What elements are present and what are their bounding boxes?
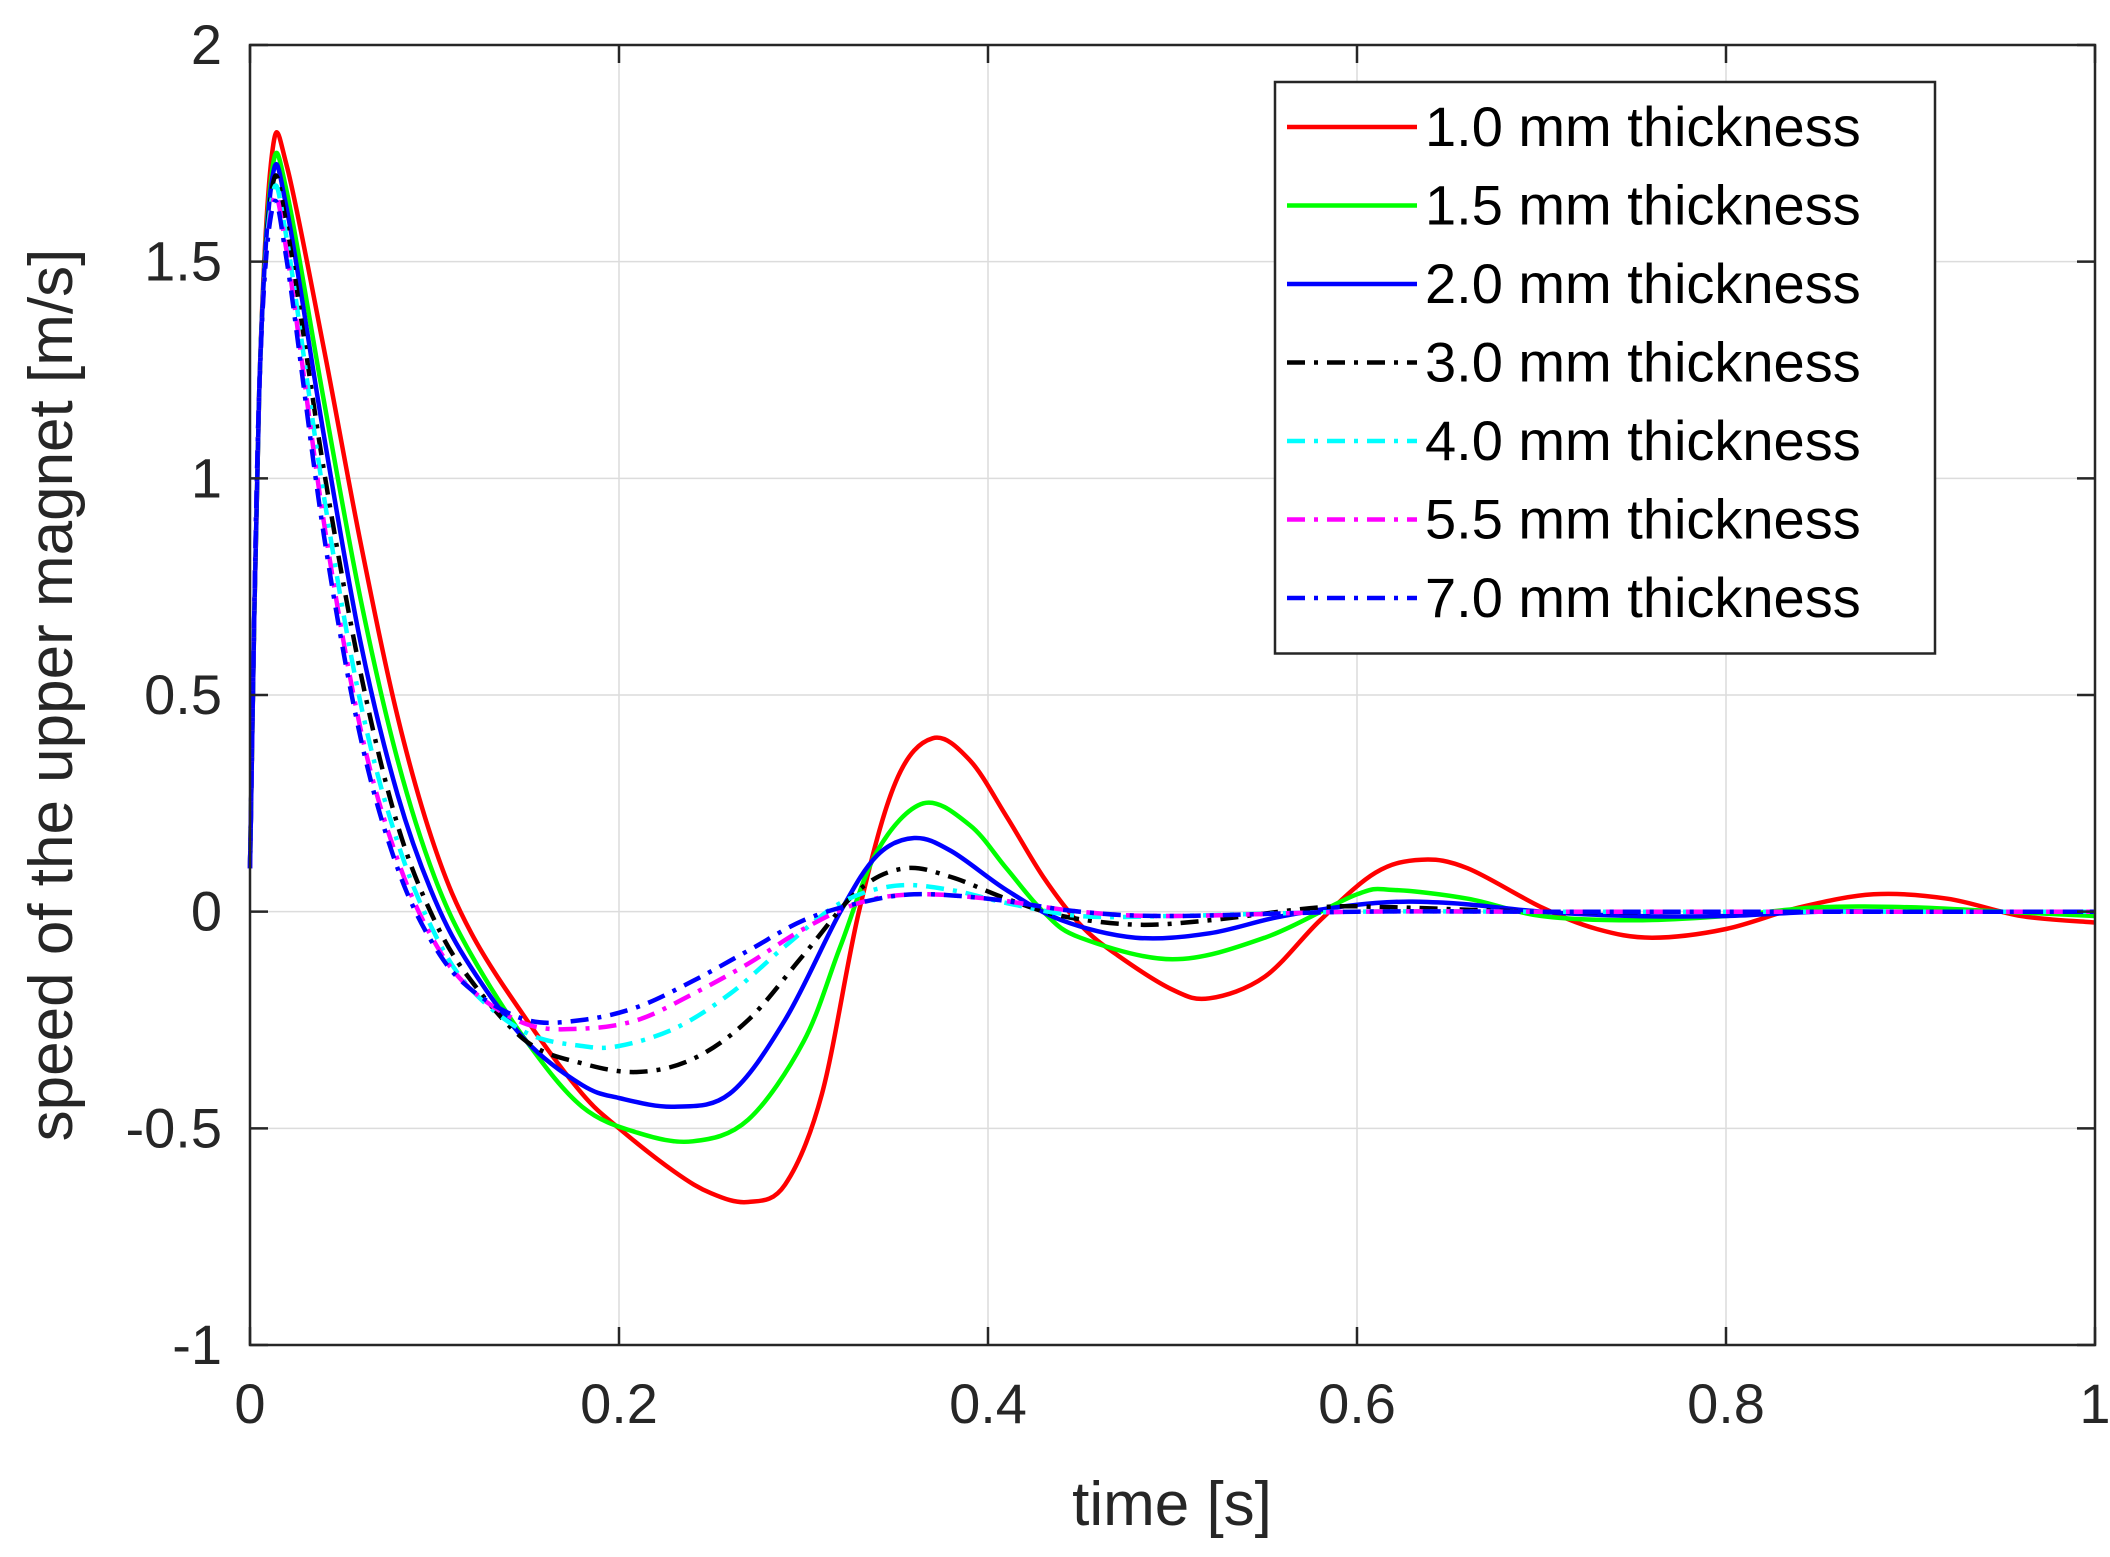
legend-box — [1273, 80, 1937, 655]
series-line-7 — [247, 198, 2095, 1026]
x-tick-label: 1 — [2079, 1372, 2110, 1435]
series-line-1 — [247, 130, 2096, 1205]
legend-label: 1.5 mm thickness — [1425, 174, 1861, 237]
legend-label: 3.0 mm thickness — [1425, 331, 1861, 394]
series-group — [247, 130, 2096, 1205]
y-tick-label: -0.5 — [126, 1096, 223, 1159]
x-tick-label: 0.2 — [580, 1372, 658, 1435]
x-tick-label: 0.4 — [949, 1372, 1027, 1435]
x-tick-label: 0.8 — [1687, 1372, 1765, 1435]
y-tick-label: 1 — [191, 446, 222, 509]
axis-ticks — [248, 43, 2097, 1347]
series-line-4 — [247, 173, 2095, 1075]
series-line-2 — [247, 150, 2096, 1145]
legend-label: 7.0 mm thickness — [1425, 566, 1861, 629]
y-tick-labels: -1 -0.5 0 0.5 1 1.5 2 — [126, 13, 223, 1376]
y-tick-label: 2 — [191, 13, 222, 76]
legend-label: 4.0 mm thickness — [1425, 409, 1861, 472]
legend-label: 5.5 mm thickness — [1425, 488, 1861, 551]
x-tick-labels: 0 0.2 0.4 0.6 0.8 1 — [234, 1372, 2110, 1435]
y-tick-label: 0.5 — [144, 663, 222, 726]
legend: 1.0 mm thickness 1.5 mm thickness 2.0 mm t… — [1273, 80, 1937, 655]
y-axis-label: speed of the upper magnet [m/s] — [17, 249, 86, 1142]
x-tick-label: 0 — [234, 1372, 265, 1435]
x-axis-label: time [s] — [1072, 1470, 1272, 1539]
legend-label: 1.0 mm thickness — [1425, 95, 1861, 158]
y-tick-label: -1 — [172, 1313, 222, 1376]
y-tick-label: 0 — [191, 880, 222, 943]
legend-label: 2.0 mm thickness — [1425, 252, 1861, 315]
y-tick-label: 1.5 — [144, 230, 222, 293]
x-tick-label: 0.6 — [1318, 1372, 1396, 1435]
